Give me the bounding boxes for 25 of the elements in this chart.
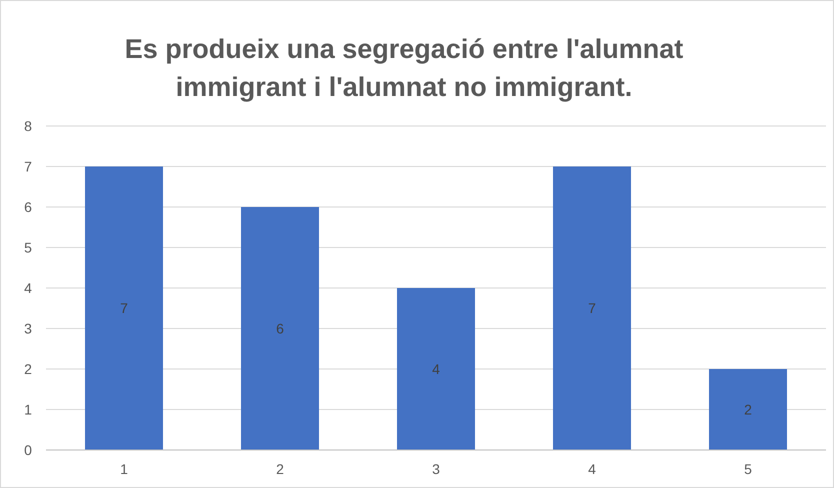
y-tick-label: 1 (24, 401, 32, 418)
y-tick-label: 4 (24, 280, 32, 296)
data-label: 4 (432, 360, 440, 377)
y-tick-label: 7 (24, 158, 32, 174)
y-tick-label: 5 (24, 239, 32, 256)
bar (553, 166, 631, 450)
y-tick-label: 0 (24, 442, 32, 458)
x-tick-label: 5 (744, 461, 752, 477)
y-tick-label: 8 (24, 118, 32, 134)
bar (397, 288, 475, 450)
x-tick-label: 1 (120, 461, 128, 477)
x-tick-label: 2 (276, 461, 284, 477)
bar (85, 166, 163, 450)
data-label: 2 (744, 401, 752, 418)
bar (241, 207, 319, 450)
y-tick-label: 6 (24, 198, 32, 215)
x-tick-label: 3 (432, 461, 440, 477)
y-tick-label: 3 (24, 320, 32, 336)
data-label: 7 (120, 300, 128, 316)
x-tick-label: 4 (588, 461, 596, 477)
bar (709, 369, 787, 450)
data-label: 6 (276, 320, 284, 336)
chart-title: Es produeix una segregació entre l'alumnat immigrant i l'alumnat no immigrant. (124, 34, 684, 102)
data-label: 7 (588, 300, 596, 316)
y-tick-label: 2 (24, 360, 32, 377)
